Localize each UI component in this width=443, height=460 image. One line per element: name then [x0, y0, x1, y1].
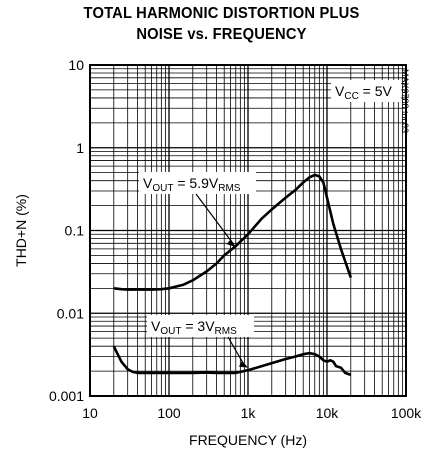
- series-2-label: VOUT = 3VRMS: [147, 315, 254, 337]
- x-tick-label: 100k: [391, 405, 422, 421]
- x-tick-label: 10k: [316, 405, 340, 421]
- vcc-condition-label: VCC = 5V: [331, 80, 401, 102]
- series-1-arrow: [195, 193, 234, 244]
- chart-title-line2: NOISE vs. FREQUENCY: [136, 26, 307, 43]
- vcc-condition-label-label: VCC = 5V: [335, 83, 393, 102]
- series-2-label-label-text: VOUT = 3VRMS: [151, 318, 237, 337]
- series-2-arrowhead: [239, 360, 248, 368]
- series-1-label-label-text: VOUT = 5.9VRMS: [143, 175, 241, 194]
- curves: [112, 173, 353, 377]
- y-tick-label: 0.01: [57, 305, 84, 321]
- series-1-arrowhead: [226, 239, 236, 248]
- vcc-condition-label-label-text: VCC = 5V: [335, 83, 393, 102]
- y-tick-label: 0.001: [49, 388, 84, 404]
- series-2-arrow: [227, 336, 245, 365]
- y-tick-label: 10: [68, 57, 84, 73]
- x-tick-label: 1k: [241, 405, 257, 421]
- x-tick-label: 100: [157, 405, 181, 421]
- series-1-label: VOUT = 5.9VRMS: [139, 172, 256, 194]
- vcc-condition-label-bg: [331, 80, 401, 102]
- series-1-label-label: VOUT = 5.9VRMS: [143, 175, 241, 194]
- x-tick-label: 10: [82, 405, 98, 421]
- tick-labels: 10 100 1k 10k 100k 0.001 0.01 0.1 1 10: [49, 57, 422, 421]
- series-2-label-bg: [147, 315, 254, 337]
- grid: [90, 65, 406, 396]
- y-tick-label: 0.1: [65, 223, 85, 239]
- figure-id: MAX9788 toc03: [400, 69, 410, 133]
- series-line-1: [113, 173, 353, 291]
- chart-title-line1: TOTAL HARMONIC DISTORTION PLUS: [83, 5, 360, 22]
- series-line-2: [112, 345, 352, 377]
- y-axis-label: THD+N (%): [13, 194, 29, 267]
- series-2-label-label: VOUT = 3VRMS: [151, 318, 237, 337]
- series-1-label-bg: [139, 172, 256, 194]
- x-axis-label: FREQUENCY (Hz): [189, 432, 307, 448]
- y-tick-label: 1: [76, 140, 84, 156]
- plot-frame: [89, 64, 407, 397]
- annotations: VCC = 5V VOUT = 5.9VRMS VOUT = 3VRMS: [139, 80, 401, 368]
